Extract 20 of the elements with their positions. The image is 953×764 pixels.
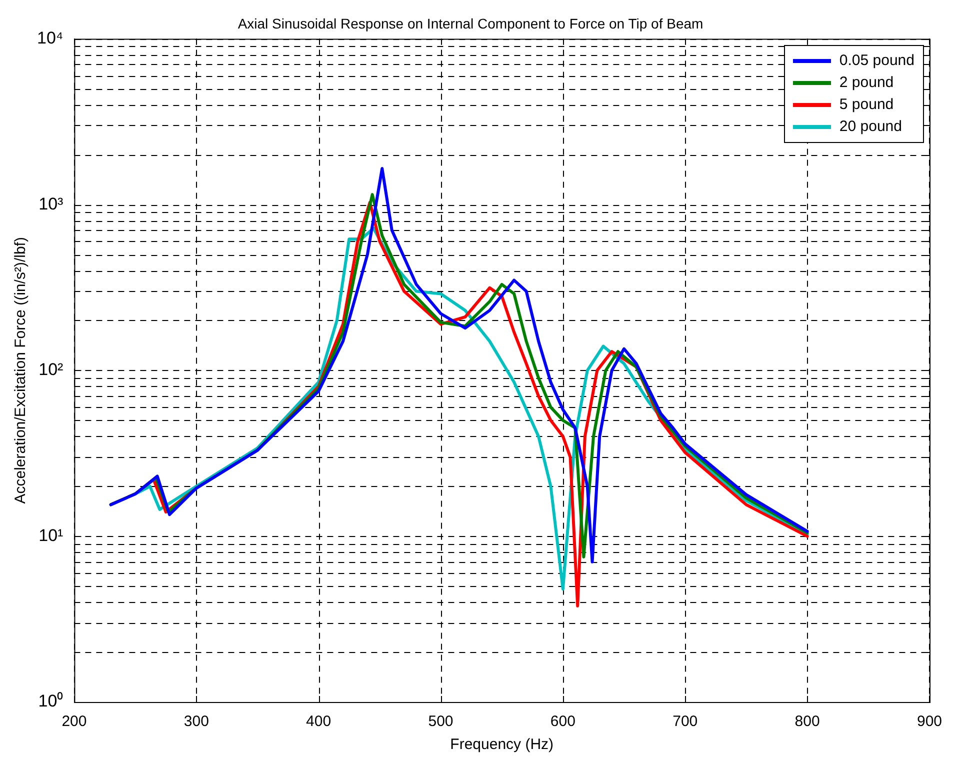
x-tick-label: 700 [672, 713, 698, 730]
y-tick-label: 10¹ [38, 526, 64, 545]
x-tick-label: 900 [916, 713, 942, 730]
x-tick-label: 600 [550, 713, 576, 730]
legend-label: 0.05 pound [839, 52, 914, 70]
y-tick-label: 10² [38, 360, 64, 380]
y-tick-label: 10³ [38, 194, 64, 214]
chart-title: Axial Sinusoidal Response on Internal Component to Force on Tip of Beam [238, 15, 704, 32]
y-tick-label: 10⁰ [38, 692, 64, 711]
x-tick-label: 500 [428, 713, 454, 730]
x-tick-label: 300 [184, 713, 209, 730]
y-tick-label: 10⁴ [36, 28, 64, 48]
legend-label: 2 pound [839, 74, 894, 92]
x-tick-label: 200 [62, 713, 87, 730]
y-axis-title: Acceleration/Excitation Force ((in/s²)/lbf) [12, 237, 30, 504]
legend-label: 20 pound [839, 118, 902, 136]
x-tick-label: 400 [306, 713, 332, 730]
x-tick-label: 800 [794, 713, 820, 730]
legend-label: 5 pound [839, 96, 894, 114]
x-axis-title: Frequency (Hz) [450, 736, 554, 754]
